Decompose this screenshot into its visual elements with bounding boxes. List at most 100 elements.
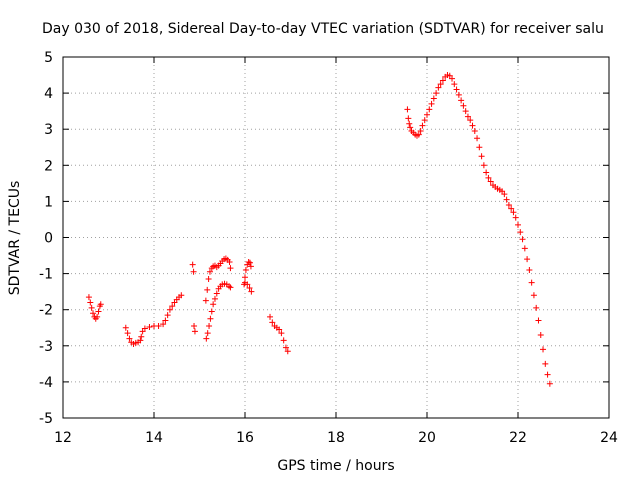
data-point bbox=[247, 263, 254, 270]
data-point bbox=[278, 330, 285, 337]
data-point bbox=[469, 122, 476, 129]
data-point bbox=[213, 290, 220, 297]
x-tick-label: 16 bbox=[236, 430, 254, 446]
data-point bbox=[474, 135, 481, 142]
data-point bbox=[189, 261, 196, 268]
y-tick-label: 0 bbox=[44, 231, 53, 247]
data-point bbox=[471, 128, 478, 135]
plot-frame bbox=[62, 56, 610, 419]
data-point bbox=[138, 333, 145, 340]
data-point bbox=[451, 81, 458, 88]
data-point bbox=[97, 301, 104, 308]
data-point bbox=[512, 214, 519, 221]
x-tick-label: 18 bbox=[327, 430, 345, 446]
data-point bbox=[210, 301, 217, 308]
data-point bbox=[540, 346, 547, 353]
data-point bbox=[190, 268, 197, 275]
data-point bbox=[203, 335, 210, 342]
data-point bbox=[406, 120, 413, 127]
y-tick-label: 5 bbox=[44, 50, 53, 66]
data-point bbox=[124, 330, 131, 337]
data-point bbox=[426, 106, 433, 113]
data-point bbox=[544, 371, 551, 378]
data-point bbox=[501, 191, 508, 198]
data-point bbox=[245, 259, 252, 266]
data-point bbox=[227, 284, 234, 291]
y-tick-label: -3 bbox=[39, 339, 53, 355]
data-point bbox=[95, 308, 102, 315]
data-point bbox=[242, 266, 249, 273]
x-tick-label: 20 bbox=[418, 430, 436, 446]
data-point bbox=[476, 144, 483, 151]
data-point bbox=[535, 317, 542, 324]
data-point bbox=[517, 229, 524, 236]
y-tick-label: 4 bbox=[44, 86, 53, 102]
data-point bbox=[437, 81, 444, 88]
x-tick-label: 12 bbox=[54, 430, 72, 446]
data-points bbox=[85, 72, 553, 387]
y-tick-label: -1 bbox=[39, 267, 53, 283]
data-point bbox=[439, 77, 446, 84]
data-point bbox=[206, 268, 213, 275]
data-point bbox=[435, 84, 442, 91]
data-point bbox=[449, 75, 456, 82]
data-point bbox=[204, 330, 211, 337]
grid bbox=[63, 57, 609, 418]
data-point bbox=[478, 153, 485, 160]
data-point bbox=[542, 360, 549, 367]
data-point bbox=[424, 111, 430, 118]
data-point bbox=[483, 169, 490, 176]
data-point bbox=[417, 128, 424, 135]
data-point bbox=[169, 303, 176, 310]
data-point bbox=[207, 315, 214, 322]
data-point bbox=[280, 337, 287, 344]
data-point bbox=[467, 117, 474, 124]
data-point bbox=[87, 299, 94, 306]
data-point bbox=[510, 209, 517, 216]
data-point bbox=[480, 162, 487, 169]
data-point bbox=[244, 281, 251, 288]
data-point bbox=[269, 319, 276, 326]
data-point bbox=[155, 322, 162, 329]
data-point bbox=[248, 288, 255, 295]
data-point bbox=[267, 313, 274, 320]
y-tick-label: 2 bbox=[44, 158, 53, 174]
data-point bbox=[205, 276, 212, 283]
data-point bbox=[247, 259, 254, 266]
data-point bbox=[191, 328, 198, 335]
data-point bbox=[90, 310, 97, 317]
data-point bbox=[85, 294, 92, 301]
data-point bbox=[284, 348, 291, 355]
data-point bbox=[519, 236, 526, 243]
data-point bbox=[282, 344, 289, 351]
data-point bbox=[537, 331, 544, 338]
data-point bbox=[191, 322, 198, 329]
y-tick-label: 1 bbox=[44, 194, 53, 210]
data-point bbox=[528, 279, 535, 286]
data-point bbox=[404, 106, 411, 113]
data-point bbox=[526, 266, 533, 273]
data-point bbox=[160, 321, 167, 328]
data-point bbox=[430, 95, 437, 102]
data-point bbox=[428, 100, 435, 107]
data-point bbox=[246, 285, 253, 292]
data-point bbox=[505, 202, 512, 209]
data-point bbox=[178, 292, 185, 299]
data-point bbox=[202, 297, 209, 304]
data-point bbox=[453, 86, 460, 93]
data-point bbox=[405, 115, 412, 122]
data-point bbox=[464, 113, 471, 120]
data-point bbox=[122, 324, 129, 331]
data-point bbox=[533, 304, 540, 311]
data-point bbox=[460, 102, 467, 109]
data-point bbox=[530, 292, 537, 299]
data-point bbox=[521, 245, 528, 252]
y-tick-label: -5 bbox=[39, 411, 53, 427]
y-tick-label: -4 bbox=[39, 375, 53, 391]
data-point bbox=[455, 91, 462, 98]
data-point bbox=[276, 326, 283, 333]
x-tick-label: 24 bbox=[600, 430, 618, 446]
data-point bbox=[166, 306, 173, 313]
data-point bbox=[226, 283, 233, 290]
